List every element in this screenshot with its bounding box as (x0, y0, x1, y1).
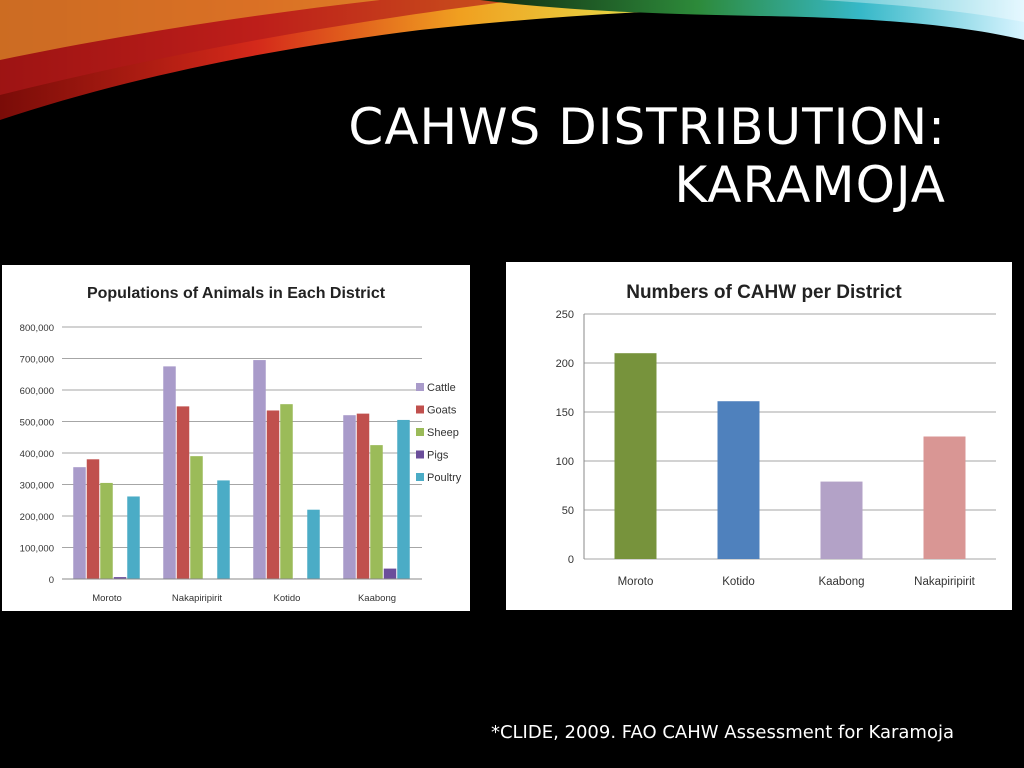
bar-sheep-nakapiripirit (190, 456, 203, 579)
bar-cattle-moroto (73, 467, 86, 579)
bar-goats-kaabong (356, 413, 370, 579)
bar-sheep-moroto (100, 482, 113, 579)
slide-title: CAHWS DISTRIBUTION: KARAMOJA (246, 98, 946, 214)
bar-goats-moroto (86, 459, 100, 579)
bar-poultry-kotido (307, 509, 320, 579)
bar-kotido (717, 401, 760, 559)
slide-title-line-1: CAHWS DISTRIBUTION: (348, 98, 946, 156)
bar-cattle-kaabong (343, 415, 356, 579)
x-tick-label: Moroto (618, 576, 654, 588)
x-tick-label: Kaabong (358, 593, 396, 604)
chart-title: Numbers of CAHW per District (626, 282, 902, 303)
bar-kaabong (820, 481, 863, 559)
legend-label-poultry: Poultry (427, 472, 462, 484)
legend-swatch-goats (416, 405, 424, 414)
bar-poultry-moroto (127, 496, 140, 579)
legend-swatch-cattle (416, 383, 424, 391)
y-tick-label: 100,000 (20, 544, 54, 555)
y-tick-label: 600,000 (20, 386, 54, 397)
x-tick-label: Kotido (274, 593, 301, 604)
bar-cattle-kotido (253, 360, 266, 579)
bar-goats-nakapiripirit (176, 406, 190, 579)
x-tick-label: Kaabong (818, 576, 864, 588)
legend-swatch-poultry (416, 473, 424, 481)
decorative-banner (0, 0, 1024, 120)
y-tick-label: 0 (568, 554, 574, 566)
legend-label-pigs: Pigs (427, 450, 449, 462)
y-tick-label: 150 (556, 407, 574, 419)
y-tick-label: 500,000 (20, 418, 54, 429)
x-tick-label: Nakapiripirit (172, 593, 223, 604)
y-tick-label: 200 (556, 358, 574, 370)
y-tick-label: 100 (556, 456, 574, 468)
legend-swatch-pigs (416, 450, 424, 459)
y-tick-label: 800,000 (20, 323, 54, 334)
y-tick-label: 700,000 (20, 355, 54, 366)
bar-poultry-kaabong (397, 419, 410, 579)
bar-sheep-kotido (280, 404, 293, 579)
bar-cattle-nakapiripirit (163, 366, 176, 579)
x-tick-label: Kotido (722, 576, 755, 588)
y-tick-label: 300,000 (20, 481, 54, 492)
bar-sheep-kaabong (370, 445, 383, 579)
legend-label-cattle: Cattle (427, 382, 456, 394)
y-tick-label: 50 (562, 505, 574, 517)
citation-text: *CLIDE, 2009. FAO CAHW Assessment for Ka… (490, 722, 954, 743)
chart-title: Populations of Animals in Each District (87, 285, 386, 302)
y-tick-label: 0 (49, 575, 54, 586)
bar-goats-kotido (266, 410, 280, 579)
bar-moroto (614, 353, 657, 559)
bar-pigs-moroto (113, 577, 127, 579)
y-tick-label: 250 (556, 309, 574, 321)
bar-nakapiripirit (923, 436, 966, 559)
legend-label-goats: Goats (427, 405, 457, 417)
x-tick-label: Moroto (92, 593, 122, 604)
animal-populations-chart-panel: Populations of Animals in Each District 0… (2, 265, 470, 611)
legend-swatch-sheep (416, 428, 424, 436)
y-tick-label: 200,000 (20, 512, 54, 523)
legend-label-sheep: Sheep (427, 427, 459, 439)
y-tick-label: 400,000 (20, 449, 54, 460)
slide-title-line-2: KARAMOJA (674, 156, 946, 214)
cahw-numbers-chart-panel: Numbers of CAHW per District 0 50 100 150 200… (506, 262, 1012, 610)
animal-populations-chart: Populations of Animals in Each District 0… (20, 285, 462, 604)
bar-pigs-kaabong (383, 568, 397, 579)
bar-poultry-nakapiripirit (217, 480, 230, 579)
x-tick-label: Nakapiripirit (914, 576, 976, 588)
cahw-numbers-chart: Numbers of CAHW per District 0 50 100 150 200… (556, 282, 996, 588)
